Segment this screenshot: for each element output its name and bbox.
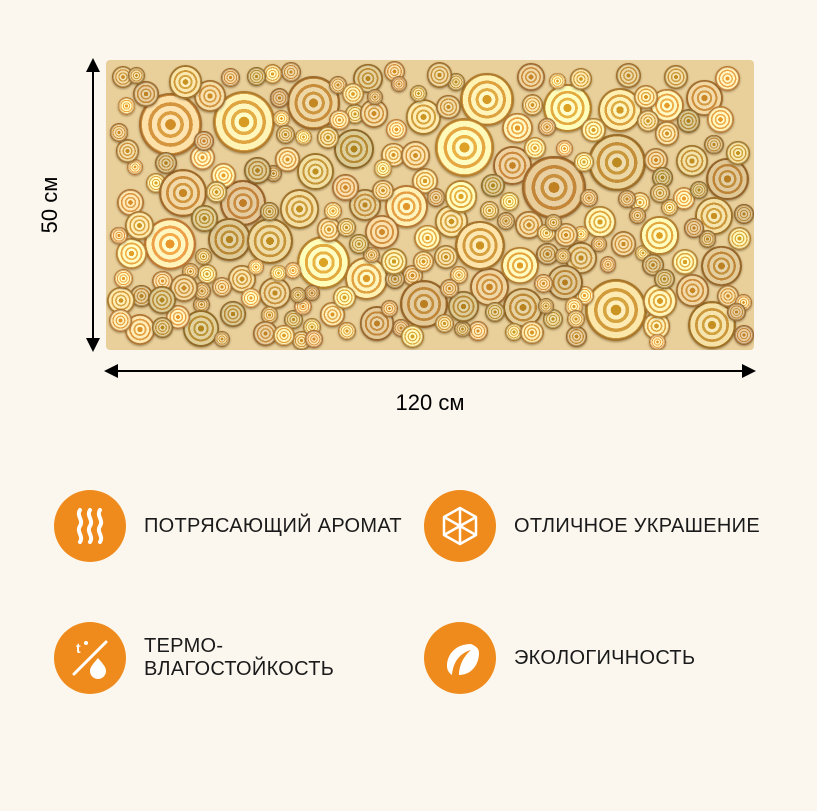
feature-thermo: t ТЕРМО-ВЛАГОСТОЙКОСТЬ (54, 622, 404, 694)
feature-aroma: ПОТРЯСАЮЩИЙ АРОМАТ (54, 490, 404, 562)
svg-text:t: t (76, 640, 81, 656)
feature-label: ПОТРЯСАЮЩИЙ АРОМАТ (144, 515, 402, 538)
feature-label: ЭКОЛОГИЧНОСТЬ (514, 647, 695, 670)
dimension-diagram: 50 см 120 см (68, 60, 768, 460)
thermo-drop-icon: t (54, 622, 126, 694)
leaf-icon (424, 622, 496, 694)
feature-label: ОТЛИЧНОЕ УКРАШЕНИЕ (514, 515, 760, 538)
feature-label: ТЕРМО-ВЛАГОСТОЙКОСТЬ (144, 635, 404, 681)
heat-waves-icon (54, 490, 126, 562)
feature-decoration: ОТЛИЧНОЕ УКРАШЕНИЕ (424, 490, 774, 562)
height-arrow (92, 60, 94, 350)
width-arrow (106, 370, 754, 372)
feature-grid: ПОТРЯСАЮЩИЙ АРОМАТ ОТЛИЧНОЕ УКРАШЕНИЕ t … (54, 490, 774, 694)
wood-slice-panel (106, 60, 754, 350)
height-label: 50 см (37, 177, 63, 234)
width-label: 120 см (396, 390, 465, 416)
gem-icon (424, 490, 496, 562)
feature-eco: ЭКОЛОГИЧНОСТЬ (424, 622, 774, 694)
